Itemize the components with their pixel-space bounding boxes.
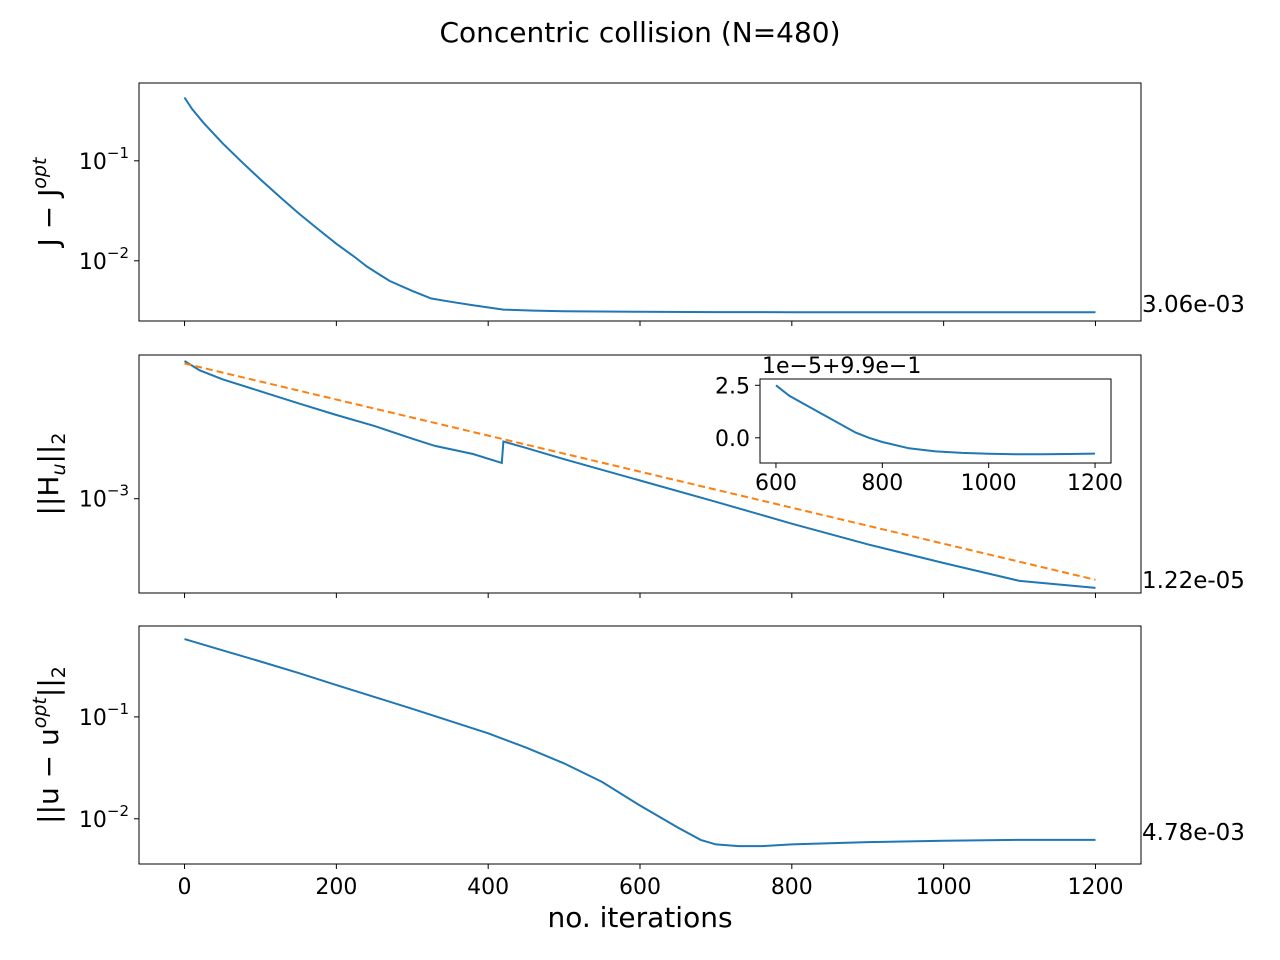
- x-tick-label: 0: [178, 875, 192, 900]
- inset-series-line: [775, 384, 1096, 456]
- plot-frame: [138, 625, 1142, 865]
- y-tick-label: 10−3: [79, 482, 129, 513]
- y-tick-label: 10−2: [79, 244, 129, 275]
- y-axis-label: ||Hu||2: [32, 433, 70, 516]
- inset-plot: 600 800 1000 1200 2.5 0.0 1e−5+9.9e−1: [715, 354, 1123, 496]
- series-line: [184, 638, 1096, 848]
- series-line: [183, 360, 1096, 589]
- x-tick-label: 200: [315, 875, 357, 900]
- panel-gradient-norm: 10−3 1.22e-05 ||Hu||2 600 800 1000 1200 2.5 0.0 1…: [32, 354, 1245, 598]
- y-tick-label: 10−2: [79, 802, 129, 833]
- y-tick-label: 10−1: [79, 144, 129, 175]
- inset-x-tick-label: 1200: [1067, 471, 1123, 496]
- y-axis-label: J − Jopt: [29, 156, 65, 248]
- x-tick-label: 800: [771, 875, 813, 900]
- final-value-label: 1.22e-05: [1142, 568, 1245, 594]
- y-axis-label: ||u − uopt||2: [29, 666, 70, 824]
- x-axis-label: no. iterations: [547, 901, 732, 934]
- inset-y-tick-label: 0.0: [715, 427, 750, 452]
- x-tick-label: 600: [619, 875, 661, 900]
- x-tick-label: 1200: [1067, 875, 1123, 900]
- x-tick-label: 400: [467, 875, 509, 900]
- chart-title: Concentric collision (N=480): [439, 16, 840, 49]
- inset-frame: [759, 378, 1112, 464]
- inset-offset-text: 1e−5+9.9e−1: [762, 354, 921, 379]
- inset-x-tick-label: 800: [861, 471, 903, 496]
- y-tick-label: 10−1: [79, 700, 129, 731]
- plot-frame: [138, 82, 1142, 322]
- panel-control-error: 0 200 400 600 800 1000 1200 10−1 10−2 4.78e-03 ||u…: [29, 625, 1245, 900]
- series-line: [183, 96, 1096, 314]
- reference-rate-line: [184, 362, 1096, 581]
- inset-x-tick-label: 1000: [961, 471, 1017, 496]
- inset-x-tick-label: 600: [755, 471, 797, 496]
- panel-objective-gap: 10−1 10−2 3.06e-03 J − Jopt: [29, 82, 1245, 326]
- inset-y-tick-label: 2.5: [715, 374, 750, 399]
- x-tick-label: 1000: [916, 875, 972, 900]
- final-value-label: 3.06e-03: [1142, 292, 1245, 318]
- final-value-label: 4.78e-03: [1142, 820, 1245, 846]
